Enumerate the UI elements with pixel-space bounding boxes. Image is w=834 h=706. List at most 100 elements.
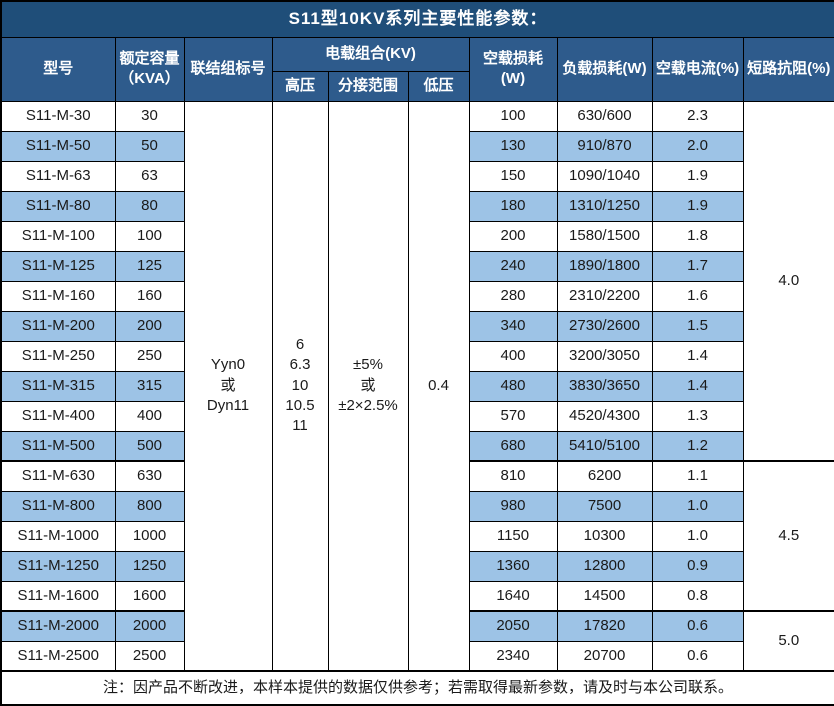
model-cell: S11-M-800	[0, 490, 116, 522]
kva-cell: 63	[114, 160, 185, 192]
no-load-current-cell: 1.4	[651, 340, 744, 372]
load-loss-cell: 630/600	[556, 100, 653, 132]
load-loss-cell: 14500	[556, 580, 653, 612]
no-load-current-cell: 0.6	[651, 610, 744, 642]
model-cell: S11-M-400	[0, 400, 116, 432]
table-row: S11-M-2000 2000 2050 17820 0.6 5.0	[0, 610, 834, 672]
kva-cell: 630	[114, 460, 185, 492]
model-cell: S11-M-1250	[0, 550, 116, 582]
load-loss-cell: 17820	[556, 610, 653, 642]
lv-cell: 0.4	[407, 100, 470, 672]
kva-cell: 2500	[114, 640, 185, 672]
load-loss-cell: 4520/4300	[556, 400, 653, 432]
no-load-loss-cell: 180	[468, 190, 558, 222]
kva-cell: 500	[114, 430, 185, 462]
table-row: S11-M-315 315 480 3830/3650 1.4	[0, 370, 834, 402]
no-load-current-cell: 1.0	[651, 490, 744, 522]
load-loss-cell: 2730/2600	[556, 310, 653, 342]
kva-cell: 80	[114, 190, 185, 222]
no-load-current-cell: 1.9	[651, 160, 744, 192]
table-row: S11-M-30 30 Yyn0 或 Dyn11 6 6.3 10 10.5 1…	[0, 100, 834, 672]
model-cell: S11-M-63	[0, 160, 116, 192]
table-row: S11-M-500 500 680 5410/5100 1.2	[0, 430, 834, 462]
no-load-current-cell: 1.7	[651, 250, 744, 282]
hv-cell: 6 6.3 10 10.5 11	[271, 100, 329, 672]
header-row-1: 型号 额定容量 （KVA） 联结组标号 电载组合(KV) 空载损耗(W) 负载损…	[0, 36, 834, 102]
no-load-current-cell: 2.3	[651, 100, 744, 132]
kva-cell: 800	[114, 490, 185, 522]
col-header-lv: 低压	[407, 70, 470, 102]
impedance-group-cell: 4.0	[742, 100, 834, 462]
table-row: S11-M-400 400 570 4520/4300 1.3	[0, 400, 834, 432]
no-load-loss-cell: 810	[468, 460, 558, 492]
kva-cell: 50	[114, 130, 185, 162]
kva-cell: 100	[114, 220, 185, 252]
no-load-current-cell: 1.5	[651, 310, 744, 342]
no-load-current-cell: 0.8	[651, 580, 744, 612]
no-load-current-cell: 1.9	[651, 190, 744, 222]
table-row: S11-M-1600 1600 1640 14500 0.8	[0, 580, 834, 612]
no-load-loss-cell: 1360	[468, 550, 558, 582]
no-load-loss-cell: 200	[468, 220, 558, 252]
load-loss-cell: 1580/1500	[556, 220, 653, 252]
model-cell: S11-M-2000	[0, 610, 116, 642]
no-load-current-cell: 1.3	[651, 400, 744, 432]
table-row: S11-M-160 160 280 2310/2200 1.6	[0, 280, 834, 312]
kva-cell: 250	[114, 340, 185, 372]
load-loss-cell: 10300	[556, 520, 653, 552]
table-row: S11-M-800 800 980 7500 1.0	[0, 490, 834, 522]
no-load-loss-cell: 980	[468, 490, 558, 522]
kva-cell: 30	[114, 100, 185, 132]
load-loss-cell: 2310/2200	[556, 280, 653, 312]
no-load-current-cell: 1.2	[651, 430, 744, 462]
model-cell: S11-M-160	[0, 280, 116, 312]
model-cell: S11-M-2500	[0, 640, 116, 672]
no-load-loss-cell: 280	[468, 280, 558, 312]
col-header-impedance: 短路抗阻(%)	[742, 36, 834, 102]
kva-cell: 1250	[114, 550, 185, 582]
model-cell: S11-M-1600	[0, 580, 116, 612]
load-loss-cell: 7500	[556, 490, 653, 522]
col-header-tap-range: 分接范围	[327, 70, 409, 102]
page-title: S11型10KV系列主要性能参数：	[0, 0, 834, 38]
kva-cell: 200	[114, 310, 185, 342]
load-loss-cell: 1090/1040	[556, 160, 653, 192]
connection-cell: Yyn0 或 Dyn11	[183, 100, 273, 672]
model-cell: S11-M-30	[0, 100, 116, 132]
load-loss-cell: 1890/1800	[556, 250, 653, 282]
no-load-loss-cell: 2050	[468, 610, 558, 642]
no-load-current-cell: 2.0	[651, 130, 744, 162]
load-loss-cell: 3830/3650	[556, 370, 653, 402]
kva-cell: 400	[114, 400, 185, 432]
col-header-hv: 高压	[271, 70, 329, 102]
no-load-loss-cell: 680	[468, 430, 558, 462]
load-loss-cell: 1310/1250	[556, 190, 653, 222]
impedance-group-cell: 4.5	[742, 460, 834, 612]
model-cell: S11-M-50	[0, 130, 116, 162]
table-row: S11-M-63 63 150 1090/1040 1.9	[0, 160, 834, 192]
kva-cell: 160	[114, 280, 185, 312]
no-load-current-cell: 1.8	[651, 220, 744, 252]
table-row: S11-M-1250 1250 1360 12800 0.9	[0, 550, 834, 582]
model-cell: S11-M-80	[0, 190, 116, 222]
no-load-loss-cell: 2340	[468, 640, 558, 672]
col-header-model: 型号	[0, 36, 116, 102]
table-row: S11-M-2500 2500 2340 20700 0.6	[0, 640, 834, 672]
no-load-loss-cell: 400	[468, 340, 558, 372]
no-load-loss-cell: 340	[468, 310, 558, 342]
col-header-connection: 联结组标号	[183, 36, 273, 102]
col-header-load-group: 电载组合(KV)	[271, 36, 470, 72]
no-load-loss-cell: 570	[468, 400, 558, 432]
table-row: S11-M-80 80 180 1310/1250 1.9	[0, 190, 834, 222]
load-loss-cell: 910/870	[556, 130, 653, 162]
no-load-loss-cell: 130	[468, 130, 558, 162]
table-title-row: S11型10KV系列主要性能参数：	[0, 0, 834, 38]
table-row: S11-M-630 630 810 6200 1.1 4.5	[0, 460, 834, 612]
model-cell: S11-M-500	[0, 430, 116, 462]
no-load-loss-cell: 1640	[468, 580, 558, 612]
impedance-group-cell: 5.0	[742, 610, 834, 672]
load-loss-cell: 12800	[556, 550, 653, 582]
kva-cell: 125	[114, 250, 185, 282]
no-load-loss-cell: 480	[468, 370, 558, 402]
